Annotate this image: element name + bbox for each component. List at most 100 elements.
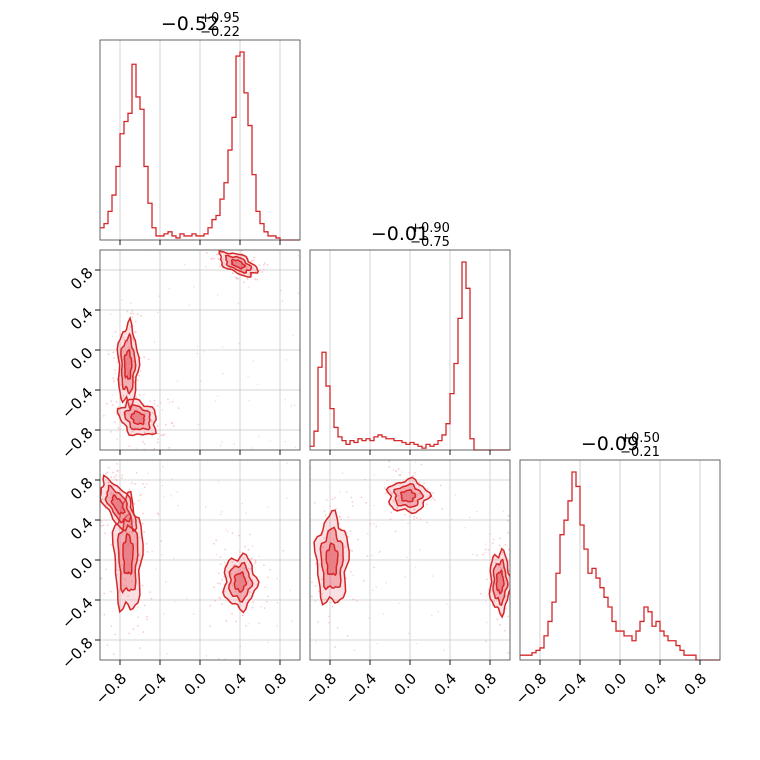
scatter-point: [196, 352, 199, 355]
scatter-point: [388, 460, 391, 463]
scatter-point: [115, 400, 118, 403]
scatter-point: [121, 573, 124, 575]
scatter-point: [485, 621, 488, 624]
scatter-point: [276, 625, 278, 627]
scatter-point: [367, 532, 369, 535]
scatter-point: [425, 503, 428, 506]
scatter-point: [107, 353, 110, 356]
scatter-point: [139, 647, 142, 649]
scatter-point: [117, 469, 119, 472]
scatter-point: [313, 501, 316, 504]
scatter-point: [365, 501, 367, 504]
scatter-point: [123, 404, 126, 406]
scatter-point: [507, 651, 510, 654]
scatter-point: [279, 289, 282, 292]
scatter-point: [219, 444, 222, 447]
scatter-point: [139, 357, 142, 360]
scatter-point: [136, 313, 139, 316]
scatter-point: [109, 313, 112, 315]
scatter-point: [114, 512, 117, 515]
scatter-point: [276, 577, 278, 580]
scatter-point: [246, 587, 248, 590]
x-tick-label: −0.8: [92, 670, 130, 708]
scatter-point: [151, 456, 153, 458]
scatter-point: [350, 496, 353, 499]
scatter-point: [157, 513, 160, 516]
scatter-point: [226, 530, 229, 533]
scatter-point: [432, 497, 434, 500]
scatter-point: [334, 646, 337, 648]
scatter-point: [229, 247, 231, 249]
scatter-point: [495, 558, 497, 561]
scatter-point: [124, 531, 127, 534]
scatter-point: [375, 525, 378, 528]
scatter-point: [107, 349, 110, 352]
scatter-point: [149, 591, 151, 594]
scatter-point: [331, 605, 334, 608]
scatter-point: [245, 267, 248, 270]
scatter-point: [161, 409, 164, 411]
scatter-point: [248, 567, 250, 570]
scatter-point: [375, 586, 378, 589]
scatter-point: [247, 548, 250, 551]
scatter-point: [372, 589, 374, 591]
scatter-point: [205, 266, 207, 268]
scatter-point: [131, 316, 134, 319]
scatter-point: [294, 446, 297, 449]
scatter-point: [216, 253, 218, 256]
scatter-point: [407, 632, 410, 635]
scatter-point: [246, 580, 249, 583]
scatter-point: [123, 338, 126, 341]
scatter-point: [266, 506, 269, 509]
scatter-point: [263, 261, 266, 264]
scatter-point: [251, 557, 254, 560]
y-tick-label: 0.4: [67, 304, 97, 334]
scatter-point: [256, 383, 259, 386]
scatter-point: [157, 432, 159, 435]
scatter-point: [420, 463, 423, 466]
scatter-point: [116, 479, 119, 482]
scatter-point: [110, 430, 112, 433]
scatter-point: [100, 524, 103, 527]
scatter-point: [398, 501, 400, 504]
scatter-point: [445, 603, 448, 606]
scatter-point: [150, 597, 153, 600]
scatter-point: [110, 493, 113, 496]
param-title-2: −0.09: [581, 433, 639, 455]
scatter-point: [134, 482, 136, 485]
scatter-point: [98, 496, 100, 498]
scatter-point: [302, 563, 304, 565]
scatter-point: [132, 520, 135, 523]
x-tick-label: −0.8: [302, 670, 340, 708]
x-tick-label: 0.4: [221, 670, 251, 700]
scatter-point: [373, 474, 376, 476]
scatter-point: [134, 331, 137, 334]
scatter-point: [263, 564, 265, 567]
scatter-point: [237, 569, 239, 572]
scatter-point: [332, 537, 335, 540]
scatter-point: [123, 514, 126, 517]
scatter-point: [130, 531, 133, 533]
scatter-point: [499, 623, 501, 626]
scatter-point: [168, 401, 171, 404]
scatter-point: [231, 272, 234, 275]
scatter-point: [242, 281, 245, 284]
scatter-point: [356, 600, 358, 602]
scatter-point: [129, 302, 132, 305]
scatter-point: [111, 404, 114, 407]
scatter-point: [117, 406, 120, 408]
scatter-point: [248, 274, 250, 276]
scatter-point: [143, 393, 145, 396]
scatter-point: [146, 408, 149, 411]
scatter-point: [253, 256, 256, 259]
scatter-point: [143, 486, 146, 489]
scatter-point: [142, 631, 145, 633]
scatter-point: [292, 334, 294, 337]
scatter-point: [138, 394, 141, 397]
scatter-point: [276, 601, 279, 604]
y-tick-label: 0.4: [67, 514, 97, 544]
scatter-point: [140, 314, 142, 317]
scatter-point: [463, 526, 466, 529]
scatter-point: [151, 431, 154, 434]
scatter-point: [349, 570, 352, 573]
